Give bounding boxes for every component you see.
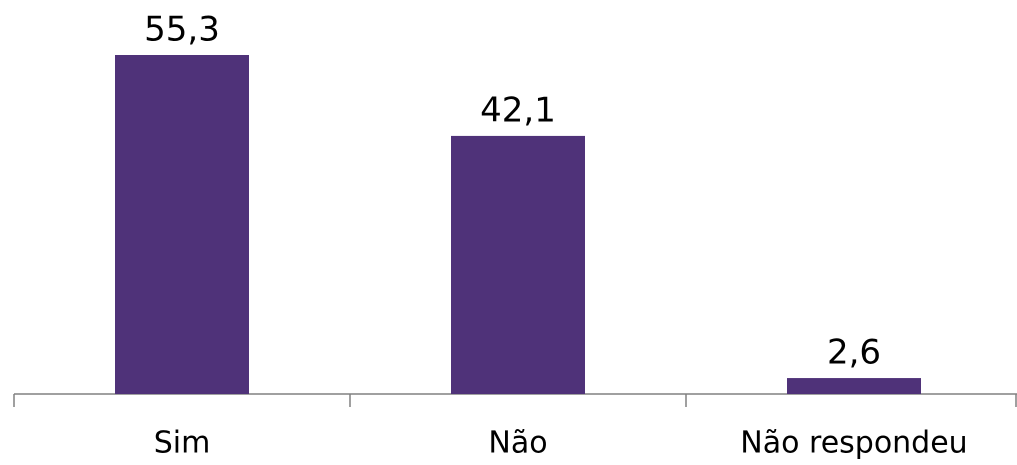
value-label: 55,3 xyxy=(144,10,220,50)
x-tick-label: Não respondeu xyxy=(740,426,967,461)
value-label: 2,6 xyxy=(827,333,881,373)
bar xyxy=(451,135,585,394)
x-tick-label: Sim xyxy=(154,426,211,461)
bar xyxy=(787,378,921,394)
x-tick-label: Não xyxy=(488,426,547,461)
bar xyxy=(115,55,249,394)
value-label: 42,1 xyxy=(480,90,556,130)
